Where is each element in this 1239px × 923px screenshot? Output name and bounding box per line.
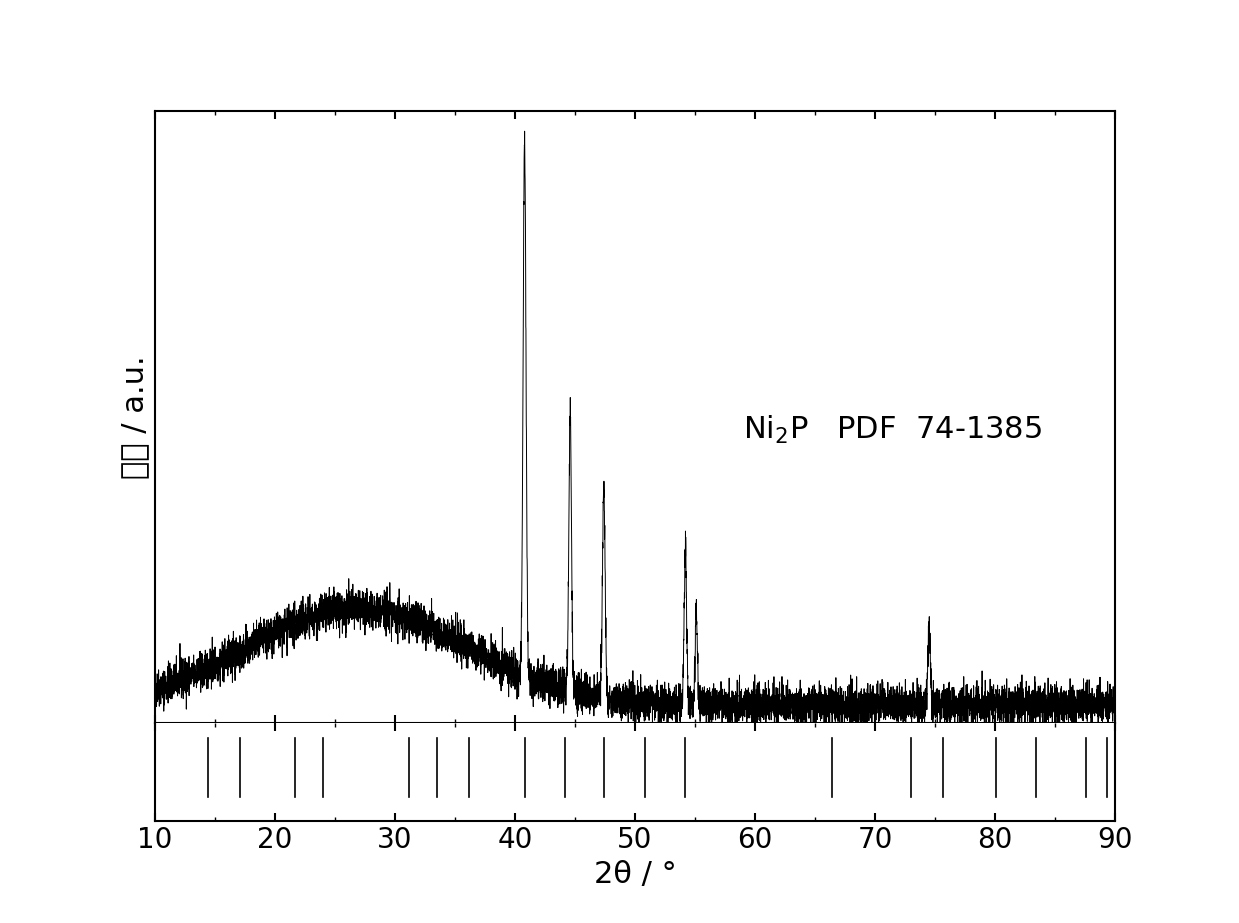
X-axis label: 2θ / °: 2θ / ° xyxy=(593,860,676,889)
Y-axis label: 强度 / a.u.: 强度 / a.u. xyxy=(120,355,150,479)
Text: $\mathrm{Ni_2P}$   PDF  74-1385: $\mathrm{Ni_2P}$ PDF 74-1385 xyxy=(743,414,1042,447)
